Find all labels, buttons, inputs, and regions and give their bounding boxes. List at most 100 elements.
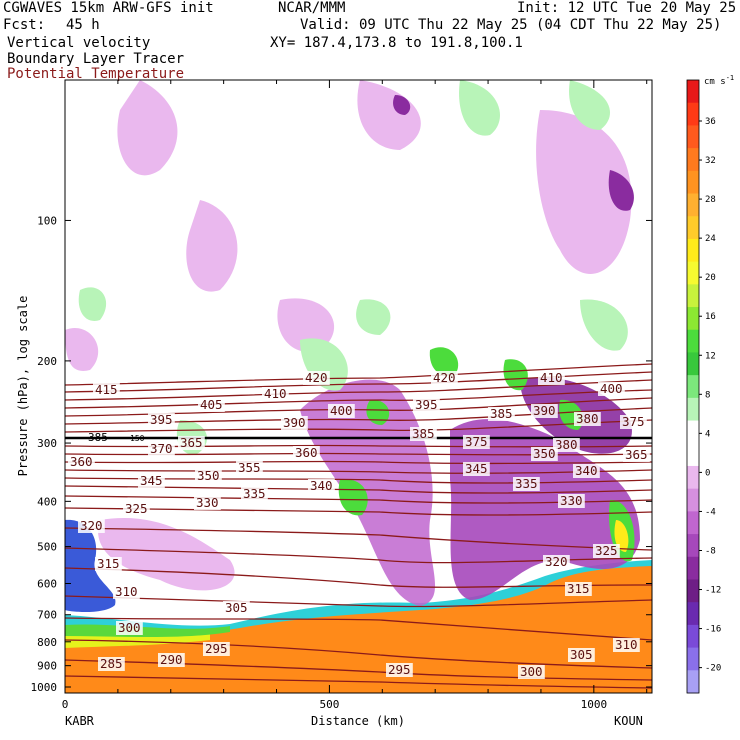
theta-label-bg <box>262 387 289 401</box>
colorbar-units-base: cm s <box>704 77 726 87</box>
theta-label-bg <box>303 371 330 385</box>
theta-label-bg <box>281 416 308 430</box>
theta-label-bg <box>158 653 185 667</box>
theta-label: 330 <box>560 493 583 508</box>
colorbar-label: 32 <box>705 156 716 166</box>
theta-label: 375 <box>622 414 645 429</box>
theta-line <box>65 419 652 433</box>
theta-label-bg <box>598 382 625 396</box>
downdraft-core <box>608 170 634 211</box>
theta-label: 385 <box>490 406 513 421</box>
theta-label-bg <box>195 469 222 483</box>
theta-line <box>65 469 652 474</box>
y-tick-label: 600 <box>37 578 57 591</box>
theta-label-bg <box>116 621 143 635</box>
theta-label-bg <box>123 502 150 516</box>
colorbar-swatch <box>687 375 699 399</box>
colorbar-swatch <box>687 216 699 240</box>
colorbar-label: 28 <box>705 195 716 205</box>
theta-line <box>65 617 652 641</box>
updraft <box>78 287 107 321</box>
x-tick-label: 1000 <box>581 698 608 711</box>
theta-label: 345 <box>465 461 488 476</box>
theta-label: 300 <box>118 620 141 635</box>
theta-label-bg <box>513 477 540 491</box>
theta-label-bg <box>568 648 595 662</box>
theta-label-bg <box>68 455 95 469</box>
colorbar-swatch <box>687 443 699 467</box>
theta-label-bg <box>488 407 515 421</box>
colorbar-label: -16 <box>705 625 721 635</box>
cross-section-endpoints: XY= 187.4,173.8 to 191.8,100.1 <box>270 35 523 51</box>
weak-downdraft <box>357 80 421 150</box>
theta-line <box>65 379 652 401</box>
theta-label: 400 <box>600 381 623 396</box>
colorbar-swatch <box>687 534 699 558</box>
theta-label-bg <box>623 448 650 462</box>
theta-label-bg <box>573 464 600 478</box>
theta-label-bg <box>558 494 585 508</box>
colorbar-label: 8 <box>705 390 710 400</box>
theta-label: 365 <box>180 435 203 450</box>
y-tick-label: 700 <box>37 609 57 622</box>
theta-label: 410 <box>540 370 563 385</box>
theta-label-bg <box>223 601 250 615</box>
upper-layer-label: 150 <box>130 434 145 443</box>
plot-frame <box>64 79 653 694</box>
theta-label-bg <box>410 427 437 441</box>
theta-label-bg <box>308 479 335 493</box>
colorbar-label: 0 <box>705 468 710 478</box>
colorbar-swatch <box>687 307 699 331</box>
theta-label-bg <box>328 404 355 418</box>
y-tick-label: 400 <box>37 495 57 508</box>
field-vertical-velocity: Vertical velocity <box>7 35 151 51</box>
colorbar-label: 12 <box>705 351 716 361</box>
theta-label: 380 <box>555 437 578 452</box>
updraft <box>580 299 628 351</box>
theta-label: 340 <box>310 478 333 493</box>
colorbar-swatch <box>687 80 699 104</box>
x-axis: 0 500 1000 <box>62 80 648 711</box>
theta-label-bg <box>178 436 205 450</box>
theta-label: 325 <box>595 543 618 558</box>
tropopause-label: 385 <box>88 431 108 444</box>
colorbar-swatch <box>687 647 699 671</box>
theta-label: 415 <box>95 382 118 397</box>
theta-label: 390 <box>283 415 306 430</box>
colorbar-swatch <box>687 261 699 285</box>
theta-label: 350 <box>197 468 220 483</box>
theta-label: 420 <box>433 370 456 385</box>
theta-label-bg <box>593 544 620 558</box>
colorbar-swatch <box>687 352 699 376</box>
colorbar-label: 20 <box>705 273 716 283</box>
theta-label-bg <box>613 638 640 652</box>
y-tick-label: 1000 <box>31 681 58 694</box>
theta-label-bg <box>138 474 165 488</box>
theta-label: 320 <box>80 518 103 533</box>
theta-label: 395 <box>415 397 438 412</box>
theta-label-bg <box>463 435 490 449</box>
theta-label: 305 <box>570 647 593 662</box>
theta-label: 335 <box>243 486 266 501</box>
weak-downdraft <box>186 200 238 292</box>
weak-downdraft <box>65 328 99 371</box>
theta-label: 330 <box>196 495 219 510</box>
theta-line <box>65 639 652 669</box>
theta-label: 320 <box>545 554 568 569</box>
theta-label-bg <box>574 412 601 426</box>
colorbar-label: 4 <box>705 429 710 439</box>
updraft <box>338 479 368 516</box>
y-tick-label: 800 <box>37 636 57 649</box>
theta-label-bg <box>236 461 263 475</box>
theta-label: 300 <box>520 664 543 679</box>
colorbar-swatch <box>687 579 699 603</box>
theta-label-bg <box>431 371 458 385</box>
theta-label: 380 <box>576 411 599 426</box>
theta-label-bg <box>518 665 545 679</box>
colorbar-swatch <box>687 329 699 353</box>
y-tick-label: 100 <box>37 214 57 227</box>
colorbar-swatch <box>687 624 699 649</box>
theta-label: 360 <box>295 445 318 460</box>
